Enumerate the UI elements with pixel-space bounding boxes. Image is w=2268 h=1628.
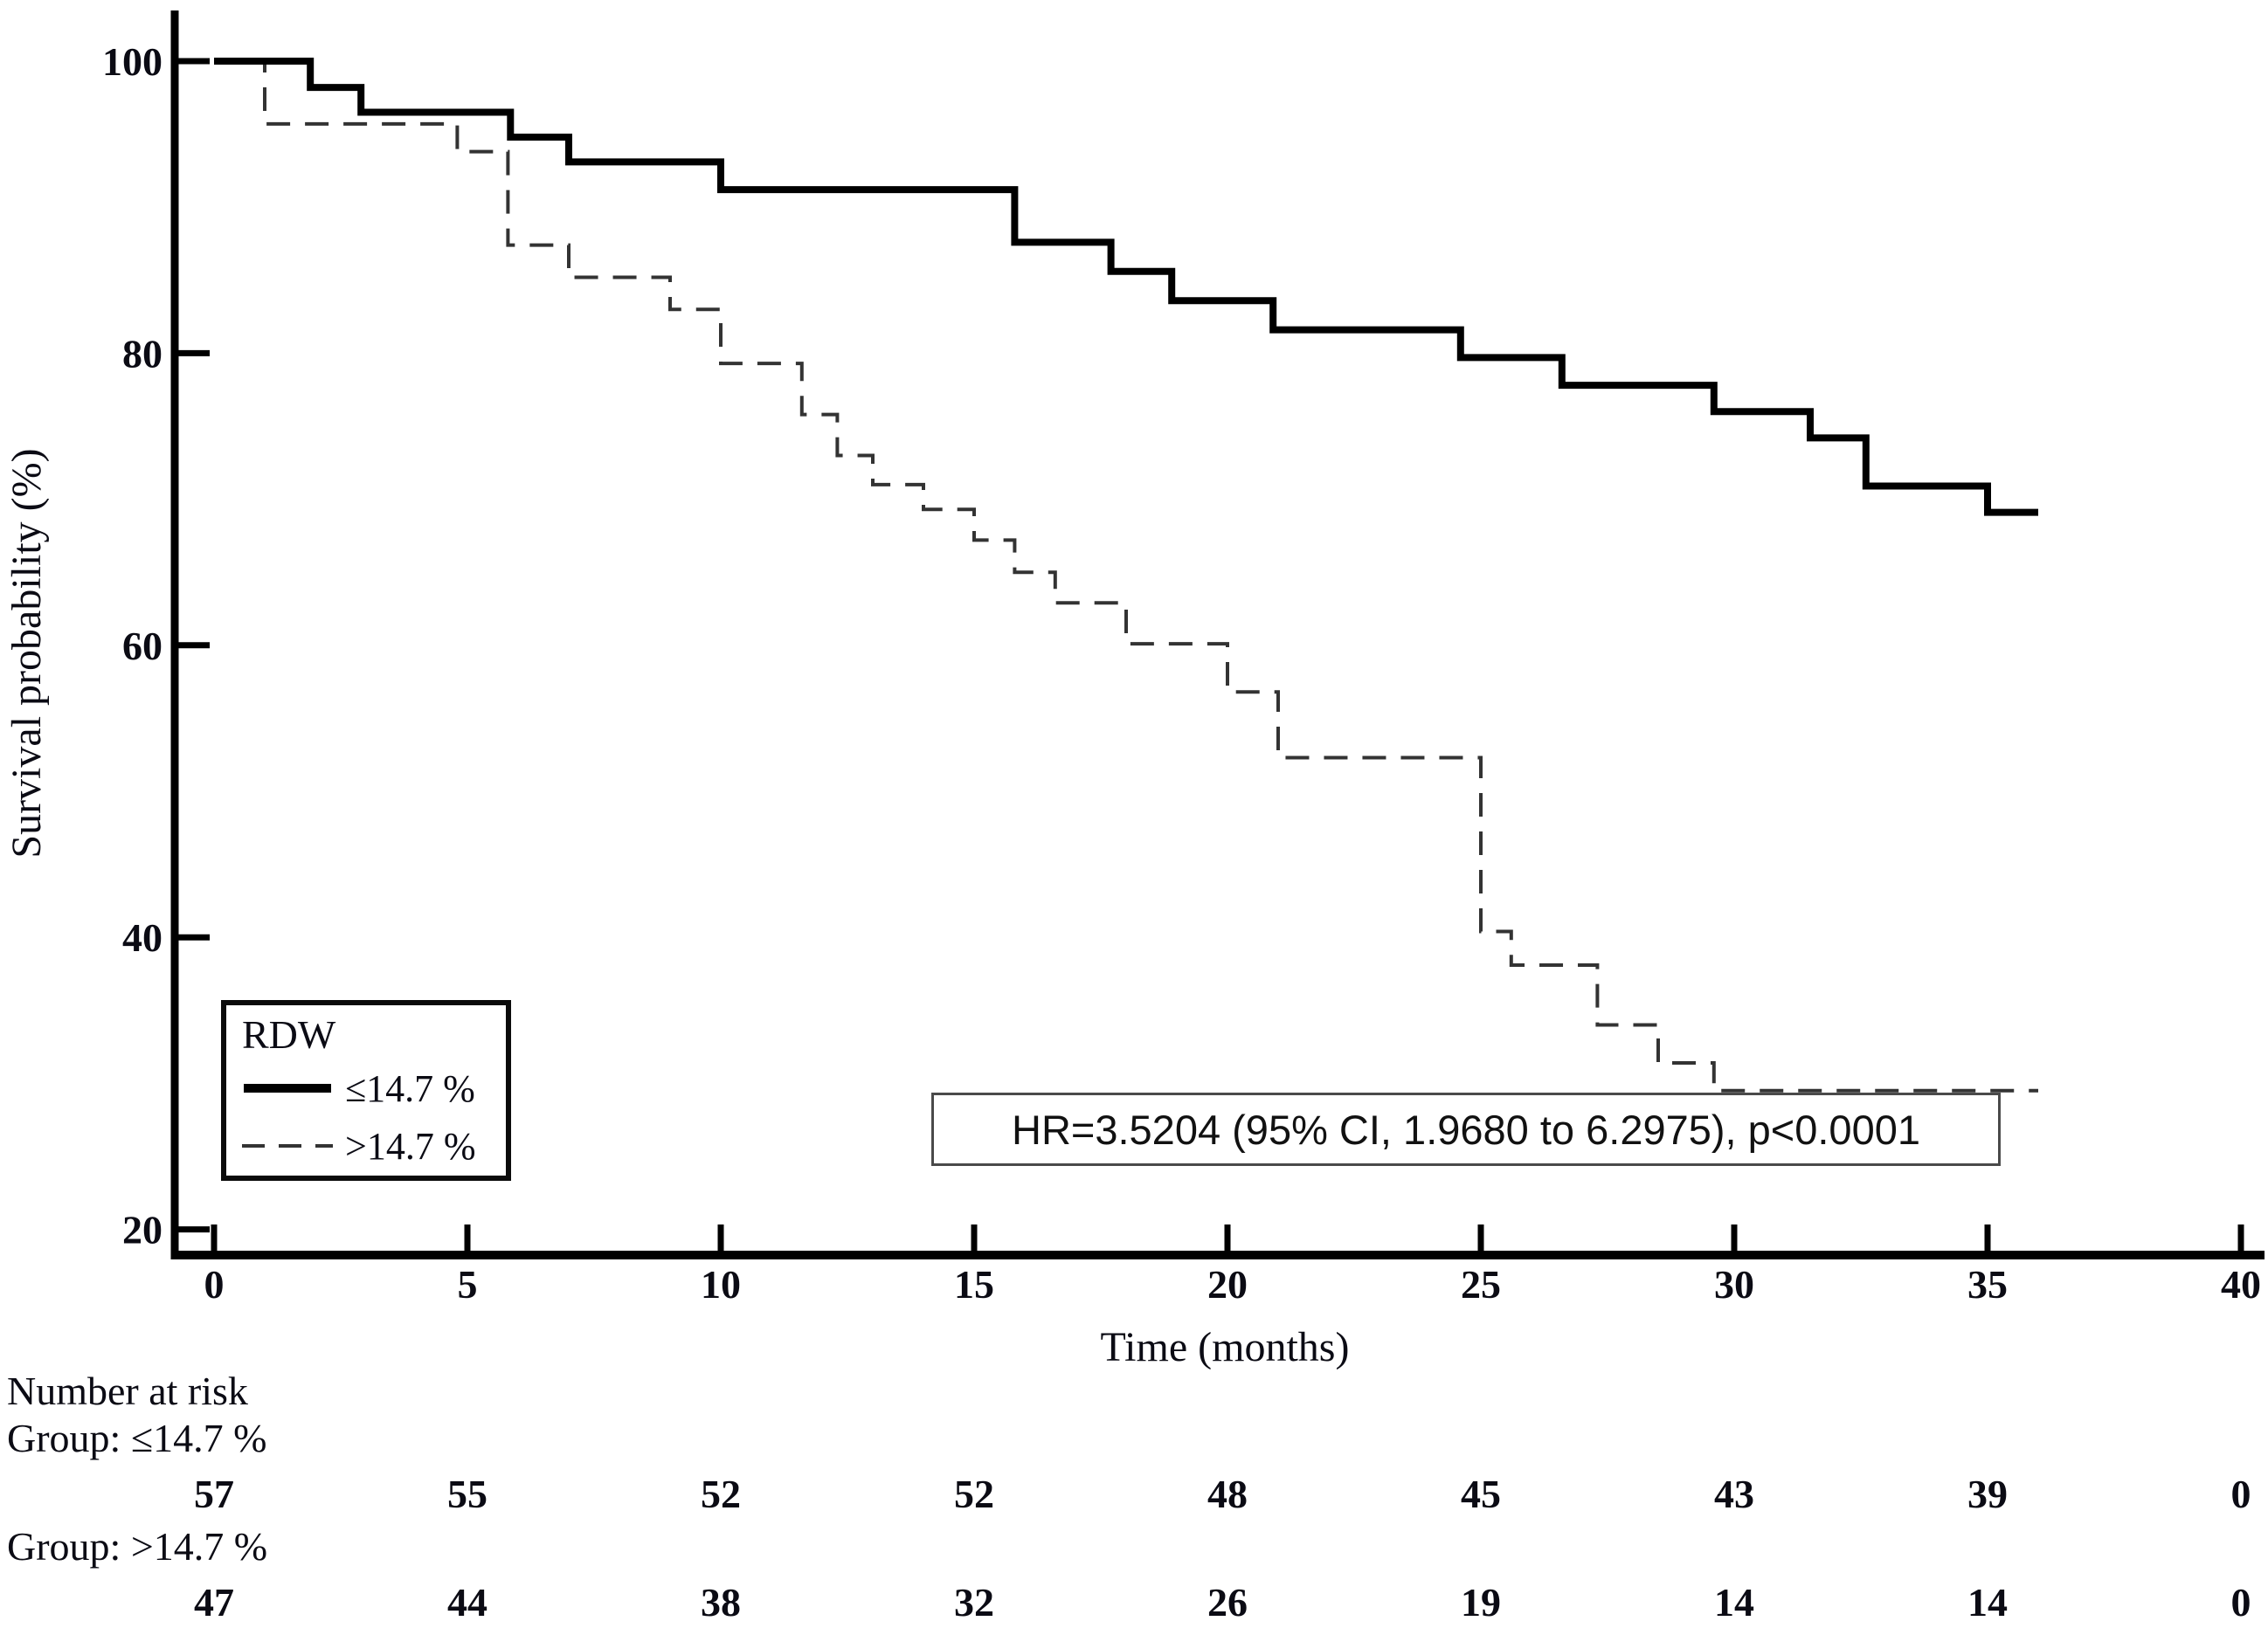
risk-counts-row-group2: 47 44 38 32 26 19 14 14 0	[0, 1579, 2268, 1626]
x-tick-label-35: 35	[1967, 1262, 2008, 1307]
risk-count: 0	[2230, 1580, 2251, 1625]
risk-group1-label: Group: ≤14.7 %	[7, 1416, 267, 1460]
x-tick-label-30: 30	[1714, 1262, 1754, 1307]
y-axis-title: Survival probability (%)	[3, 448, 50, 858]
risk-count: 39	[1967, 1472, 2008, 1516]
hazard-ratio-annotation-box: HR=3.5204 (95% CI, 1.9680 to 6.2975), p<…	[931, 1093, 2001, 1166]
risk-count: 48	[1207, 1472, 1248, 1516]
x-tick-label-40: 40	[2221, 1262, 2261, 1307]
risk-count: 14	[1714, 1580, 1754, 1625]
x-tick-label-25: 25	[1461, 1262, 1501, 1307]
y-tick-label-20: 20	[122, 1208, 162, 1252]
legend-label: ≤14.7 %	[345, 1066, 475, 1110]
legend-title: RDW	[242, 1012, 336, 1057]
risk-count: 43	[1714, 1472, 1754, 1516]
y-tick-label-40: 40	[122, 915, 162, 960]
risk-count: 44	[447, 1580, 487, 1625]
y-tick-label-100: 100	[102, 39, 162, 84]
risk-count: 45	[1461, 1472, 1501, 1516]
curve-le-147	[214, 58, 2038, 516]
risk-count: 19	[1461, 1580, 1501, 1625]
x-tick-label-20: 20	[1207, 1262, 1248, 1307]
risk-count: 52	[954, 1472, 994, 1516]
risk-count: 14	[1967, 1580, 2008, 1625]
dashed-line-sample-icon	[242, 1144, 333, 1148]
y-tick-label-80: 80	[122, 331, 162, 376]
risk-count: 57	[194, 1472, 234, 1516]
risk-count: 26	[1207, 1580, 1248, 1625]
legend-item-gt147: >14.7 %	[242, 1117, 506, 1175]
legend-box: RDW ≤14.7 % >14.7 %	[221, 1000, 511, 1181]
number-at-risk-heading: Number at risk	[7, 1369, 248, 1413]
hazard-ratio-text: HR=3.5204 (95% CI, 1.9680 to 6.2975), p<…	[1012, 1106, 1920, 1153]
y-tick-label-60: 60	[122, 624, 162, 668]
risk-count: 47	[194, 1580, 234, 1625]
legend-item-le147: ≤14.7 %	[242, 1059, 506, 1117]
risk-count: 32	[954, 1580, 994, 1625]
legend-label: >14.7 %	[345, 1124, 476, 1168]
risk-count: 52	[701, 1472, 741, 1516]
curve-gt-147	[214, 59, 2038, 1093]
x-tick-label-10: 10	[701, 1262, 741, 1307]
risk-count: 55	[447, 1472, 487, 1516]
x-tick-label-15: 15	[954, 1262, 994, 1307]
risk-group2-label: Group: >14.7 %	[7, 1524, 268, 1569]
risk-count: 0	[2230, 1472, 2251, 1516]
risk-count: 38	[701, 1580, 741, 1625]
x-tick-label-0: 0	[204, 1262, 225, 1307]
x-tick-label-5: 5	[458, 1262, 478, 1307]
x-axis-title: Time (months)	[1101, 1324, 1350, 1370]
solid-line-sample-icon	[244, 1084, 331, 1093]
risk-counts-row-group1: 57 55 52 52 48 45 43 39 0	[0, 1471, 2268, 1518]
